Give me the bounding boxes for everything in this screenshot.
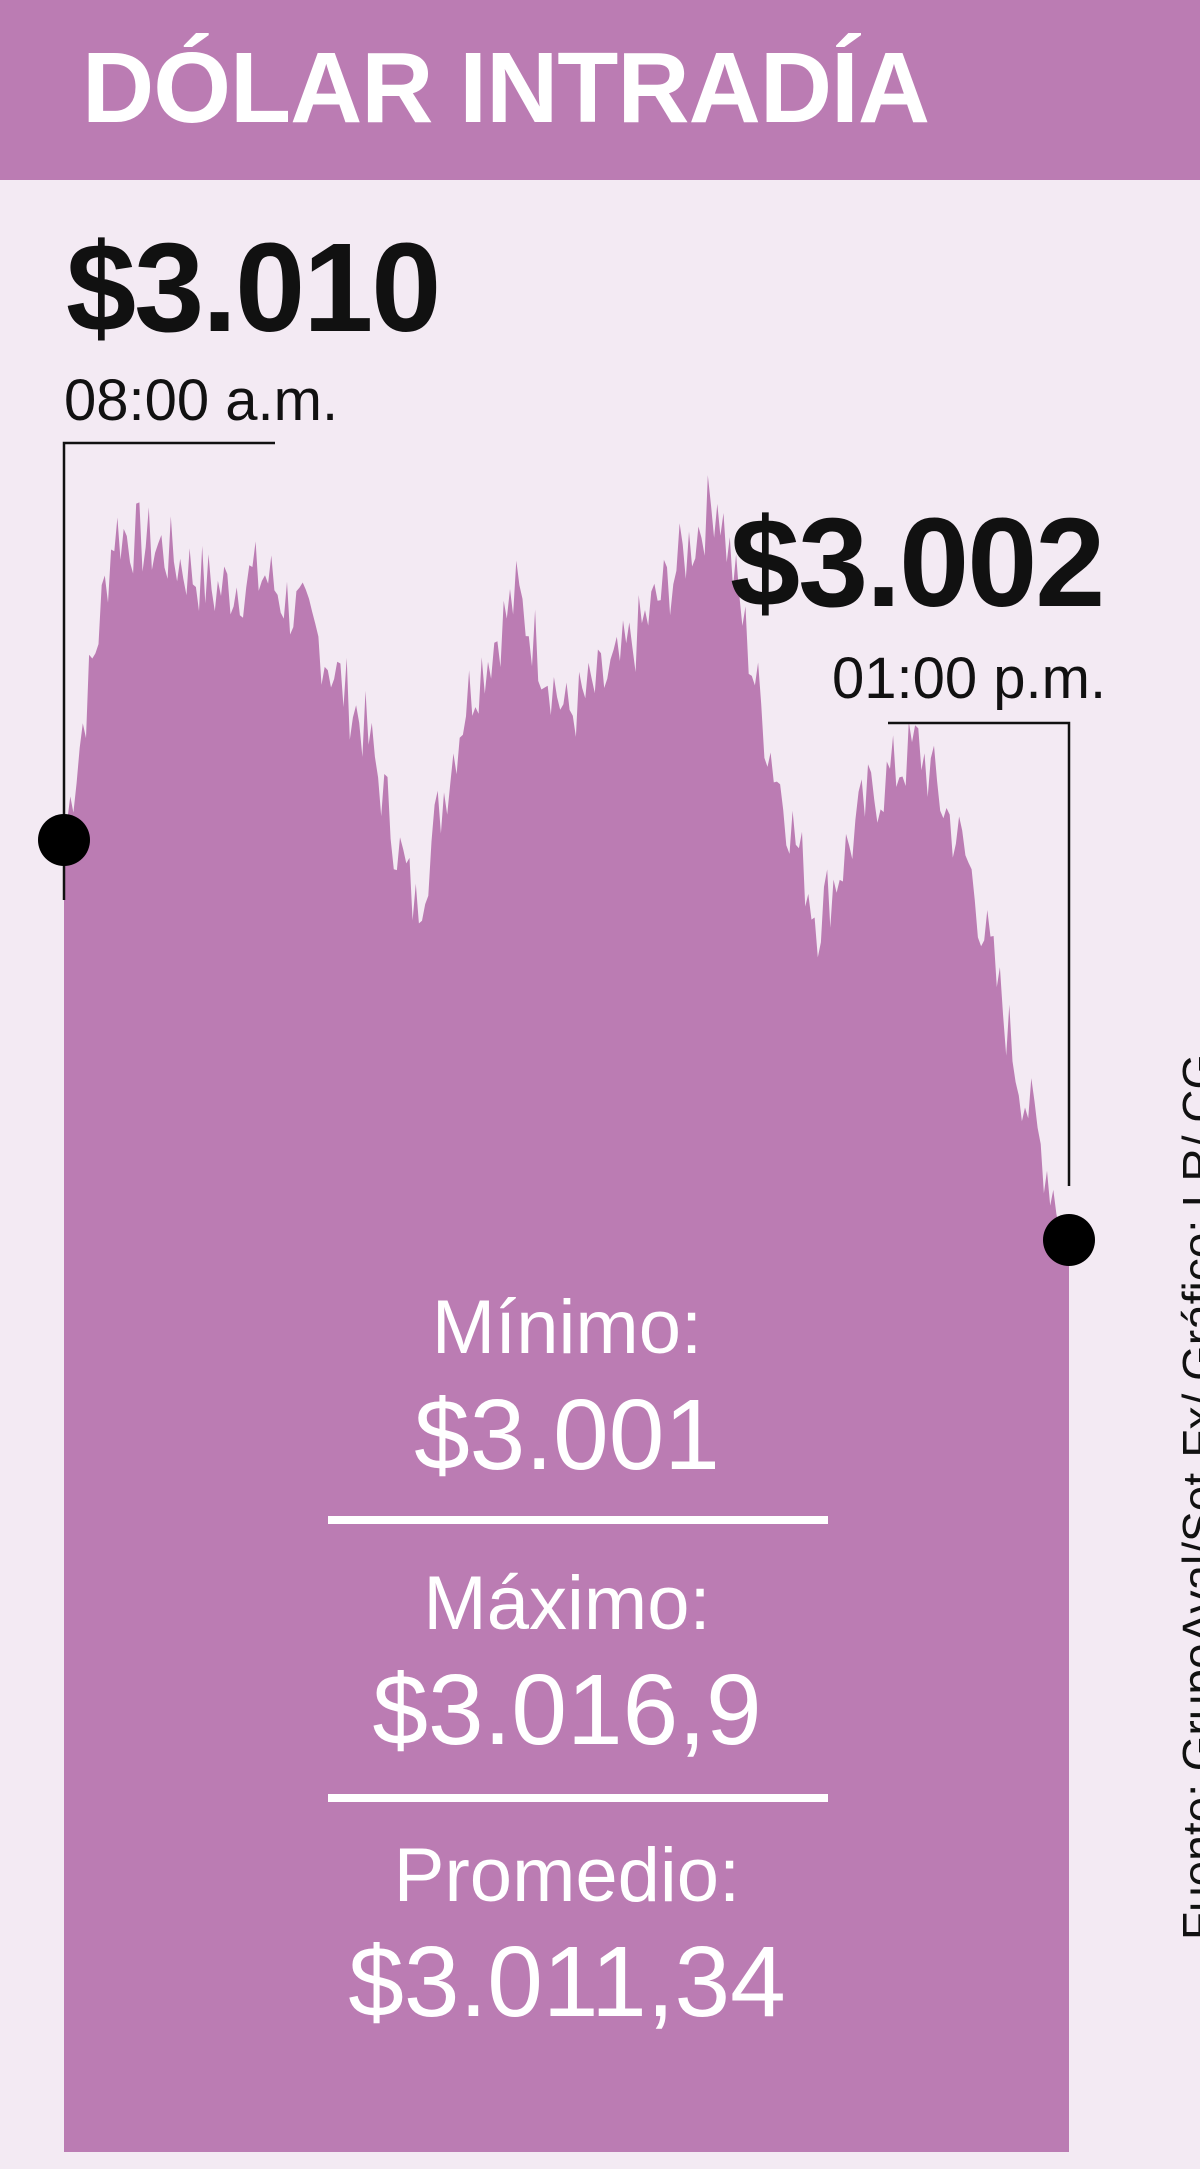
chart-title: DÓLAR INTRADÍA — [82, 32, 930, 144]
open-time-label: 08:00 a.m. — [64, 368, 339, 433]
avg-value: $3.011,34 — [348, 1926, 786, 2038]
close-callout-line — [888, 721, 1071, 1186]
header-bar — [0, 0, 1200, 180]
max-value: $3.016,9 — [372, 1654, 762, 1766]
min-label: Mínimo: — [431, 1285, 703, 1370]
close-time-label: 01:00 p.m. — [832, 646, 1107, 711]
close-price-marker — [1043, 1214, 1095, 1266]
open-price-value: $3.010 — [66, 217, 441, 358]
stats-divider — [328, 1516, 828, 1524]
source-credit: Fuente: GrupoAval/Set-Fx/ Gráfico: LR/ C… — [1173, 1053, 1200, 1940]
open-callout-line — [62, 441, 275, 900]
price-area — [64, 475, 1069, 2153]
open-price-marker — [38, 814, 90, 866]
min-value: $3.001 — [414, 1379, 720, 1491]
avg-label: Promedio: — [393, 1833, 741, 1918]
stats-divider — [328, 1794, 828, 1802]
max-label: Máximo: — [423, 1561, 711, 1646]
close-price-value: $3.002 — [730, 492, 1105, 633]
